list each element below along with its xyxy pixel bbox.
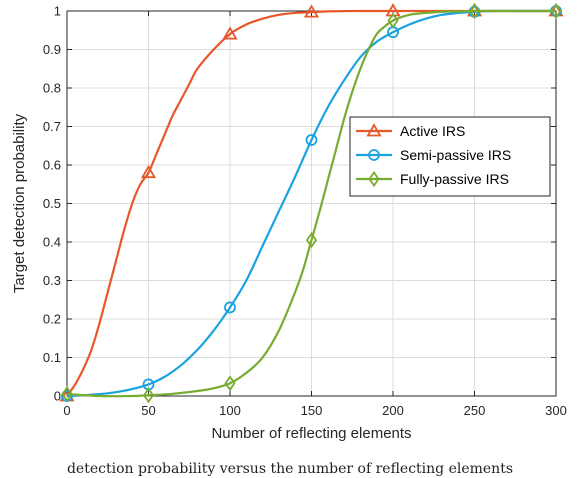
data-point-marker <box>305 231 318 249</box>
x-tick-label: 300 <box>545 403 567 418</box>
y-tick-label: 0.7 <box>43 119 61 134</box>
data-point-marker <box>387 12 399 29</box>
grid-layer <box>66 10 557 397</box>
data-point-marker <box>550 2 562 20</box>
series-layer <box>59 2 564 404</box>
legend-marker <box>366 123 382 137</box>
legend-marker <box>368 170 380 188</box>
series-line <box>66 9 556 397</box>
x-tick-label: 200 <box>382 403 404 418</box>
x-tick-label: 150 <box>301 403 323 418</box>
y-tick-label: 0.9 <box>43 42 61 57</box>
y-tick-label: 0.8 <box>43 81 61 96</box>
data-point-marker <box>142 387 155 404</box>
y-tick-label: 0.3 <box>43 273 61 288</box>
x-tick-label: 100 <box>219 403 241 418</box>
series-line <box>66 9 556 398</box>
detection-probability-chart: 0 50 100 150 200 250 300 0 0.1 0.2 0.3 0.4 0.5 0.6 0.7… <box>11 2 567 442</box>
y-tick-label: 0.5 <box>43 196 61 211</box>
data-point-marker <box>305 134 318 146</box>
y-tick-label: 0.6 <box>43 158 61 173</box>
x-axis-label: Number of reflecting elements <box>211 425 411 442</box>
y-tick-label: 0.4 <box>43 235 61 250</box>
data-point-marker <box>61 385 73 403</box>
legend-entry-label: Fully-passive IRS <box>400 171 509 187</box>
data-point-marker <box>468 2 481 20</box>
legend-marker <box>368 149 380 161</box>
figure-caption-fragment: detection probability versus the number … <box>66 461 514 477</box>
ticks-layer: 0 50 100 150 200 250 300 0 0.1 0.2 0.3 0.4 0.5 0.6 0.7… <box>43 4 567 419</box>
y-tick-label: 0 <box>54 389 61 404</box>
legend-entry-label: Active IRS <box>400 123 465 139</box>
y-tick-label: 1 <box>54 4 61 19</box>
legend-entry-label: Semi-passive IRS <box>400 147 511 163</box>
y-tick-label: 0.1 <box>43 350 61 365</box>
data-point-marker <box>303 4 320 18</box>
x-tick-label: 50 <box>141 403 155 418</box>
x-tick-label: 0 <box>63 403 70 418</box>
legend: Active IRS Semi-passive IRS Fully-passive … <box>349 116 551 197</box>
y-tick-label: 0.2 <box>43 312 61 327</box>
data-point-marker <box>224 301 236 314</box>
data-point-marker <box>140 164 157 179</box>
series-diamond-group <box>61 2 562 404</box>
data-point-marker <box>224 375 236 392</box>
y-axis-label: Target detection probability <box>11 113 28 293</box>
x-tick-label: 250 <box>464 403 486 418</box>
data-point-marker <box>222 26 238 40</box>
